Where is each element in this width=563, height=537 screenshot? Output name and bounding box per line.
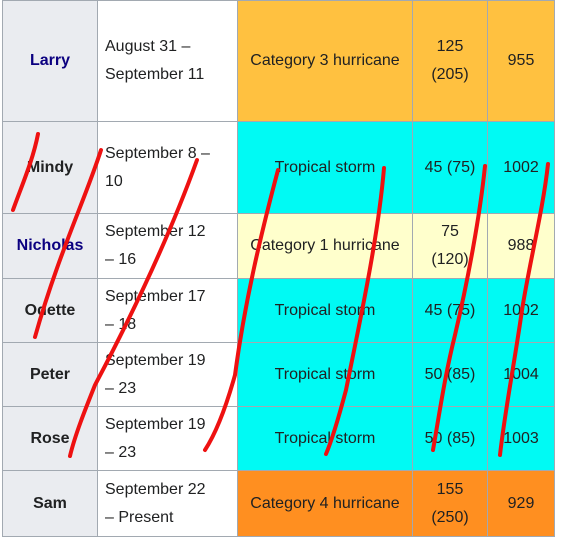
classification-cell: Tropical storm bbox=[237, 278, 413, 343]
dates-line: – 23 bbox=[105, 443, 137, 461]
dates-cell: September 8 – 10 bbox=[97, 121, 238, 214]
classification-cell: Category 1 hurricane bbox=[237, 213, 413, 279]
dates-line: – 18 bbox=[105, 315, 137, 333]
storm-name-cell: Odette bbox=[2, 278, 98, 343]
storm-name-cell: Rose bbox=[2, 406, 98, 471]
dates-line: September 17 bbox=[105, 287, 206, 305]
pressure-cell: 929 bbox=[487, 470, 555, 537]
dates-cell: September 17 – 18 bbox=[97, 278, 238, 343]
pressure-cell: 988 bbox=[487, 213, 555, 279]
storm-name: Rose bbox=[30, 429, 70, 447]
dates-line: September 12 bbox=[105, 223, 206, 240]
table-row: Sam September 22 – Present Category 4 hurri… bbox=[2, 470, 555, 537]
wind-speed-cell: 50 (85) bbox=[412, 406, 488, 471]
storm-name-link[interactable]: Larry bbox=[29, 52, 71, 69]
wind-speed-text: 45 (75) bbox=[424, 301, 476, 319]
classification-cell: Tropical storm bbox=[237, 342, 413, 407]
pressure-cell: 1002 bbox=[487, 278, 555, 343]
pressure-cell: 1002 bbox=[487, 121, 555, 214]
wind-speed-cell: 75 (120) bbox=[412, 213, 488, 279]
dates-cell: September 12 – 16 bbox=[97, 213, 238, 279]
dates-line: September 19 bbox=[105, 415, 206, 433]
wind-speed-cell: 45 (75) bbox=[412, 278, 488, 343]
pressure-cell: 955 bbox=[487, 0, 555, 122]
pressure-text: 988 bbox=[507, 237, 535, 254]
table-row: Peter September 19 – 23 Tropical storm 50 (8… bbox=[2, 342, 555, 407]
wind-speed-text: 75 bbox=[441, 223, 459, 240]
wind-speed-cell: 125 (205) bbox=[412, 0, 488, 122]
table-row: Rose September 19 – 23 Tropical storm 50 (85… bbox=[2, 406, 555, 471]
wind-speed-cell: 45 (75) bbox=[412, 121, 488, 214]
dates-line: – Present bbox=[105, 508, 174, 526]
table-row: Nicholas September 12 – 16 Category 1 hurri… bbox=[2, 213, 555, 279]
storm-name: Odette bbox=[24, 301, 76, 319]
table-row: Mindy September 8 – 10 Tropical storm 45 (75… bbox=[2, 121, 555, 214]
classification-cell: Category 3 hurricane bbox=[237, 0, 413, 122]
storm-name-cell: Sam bbox=[2, 470, 98, 537]
classification-cell: Tropical storm bbox=[237, 121, 413, 214]
pressure-text: 1002 bbox=[503, 301, 539, 319]
classification-text: Tropical storm bbox=[274, 158, 376, 176]
storm-name-link[interactable]: Nicholas bbox=[16, 237, 84, 254]
wind-speed-cell: 50 (85) bbox=[412, 342, 488, 407]
table-row: Odette September 17 – 18 Tropical storm 45 (… bbox=[2, 278, 555, 343]
classification-text: Tropical storm bbox=[274, 365, 376, 383]
wind-speed-text: (205) bbox=[431, 66, 469, 83]
dates-line: – 16 bbox=[105, 251, 137, 268]
dates-line: 10 bbox=[105, 172, 123, 190]
pressure-text: 955 bbox=[507, 52, 535, 69]
dates-line: September 19 bbox=[105, 351, 206, 369]
storm-name: Peter bbox=[29, 365, 71, 383]
dates-line: August 31 – bbox=[105, 38, 191, 55]
storm-name-cell[interactable]: Larry bbox=[2, 0, 98, 122]
pressure-text: 1002 bbox=[503, 158, 539, 176]
wind-speed-text: 50 (85) bbox=[424, 429, 476, 447]
dates-line: – 23 bbox=[105, 379, 137, 397]
pressure-text: 929 bbox=[507, 494, 535, 512]
storm-name: Sam bbox=[33, 494, 67, 512]
wind-speed-text: (120) bbox=[431, 251, 469, 268]
wind-speed-text: (250) bbox=[431, 508, 469, 526]
storm-name-cell[interactable]: Nicholas bbox=[2, 213, 98, 279]
dates-cell: August 31 – September 11 bbox=[97, 0, 238, 122]
storm-name-cell: Mindy bbox=[2, 121, 98, 214]
dates-cell: September 19 – 23 bbox=[97, 342, 238, 407]
classification-cell: Category 4 hurricane bbox=[237, 470, 413, 537]
classification-text: Category 4 hurricane bbox=[250, 494, 400, 512]
classification-text: Category 1 hurricane bbox=[250, 237, 400, 254]
pressure-text: 1004 bbox=[503, 365, 539, 383]
wind-speed-text: 50 (85) bbox=[424, 365, 476, 383]
pressure-cell: 1004 bbox=[487, 342, 555, 407]
table-row: Larry August 31 – September 11 Category 3 h… bbox=[2, 0, 555, 122]
classification-cell: Tropical storm bbox=[237, 406, 413, 471]
pressure-text: 1003 bbox=[503, 429, 539, 447]
wind-speed-text: 45 (75) bbox=[424, 158, 476, 176]
dates-cell: September 22 – Present bbox=[97, 470, 238, 537]
wind-speed-cell: 155 (250) bbox=[412, 470, 488, 537]
pressure-cell: 1003 bbox=[487, 406, 555, 471]
wind-speed-text: 155 bbox=[436, 480, 464, 498]
classification-text: Tropical storm bbox=[274, 429, 376, 447]
dates-cell: September 19 – 23 bbox=[97, 406, 238, 471]
dates-line: September 8 – bbox=[105, 144, 210, 162]
storm-name: Mindy bbox=[26, 158, 74, 176]
storm-name-cell: Peter bbox=[2, 342, 98, 407]
dates-line: September 11 bbox=[105, 66, 205, 83]
classification-text: Category 3 hurricane bbox=[250, 52, 400, 69]
classification-text: Tropical storm bbox=[274, 301, 376, 319]
dates-line: September 22 bbox=[105, 480, 206, 498]
wind-speed-text: 125 bbox=[436, 38, 464, 55]
